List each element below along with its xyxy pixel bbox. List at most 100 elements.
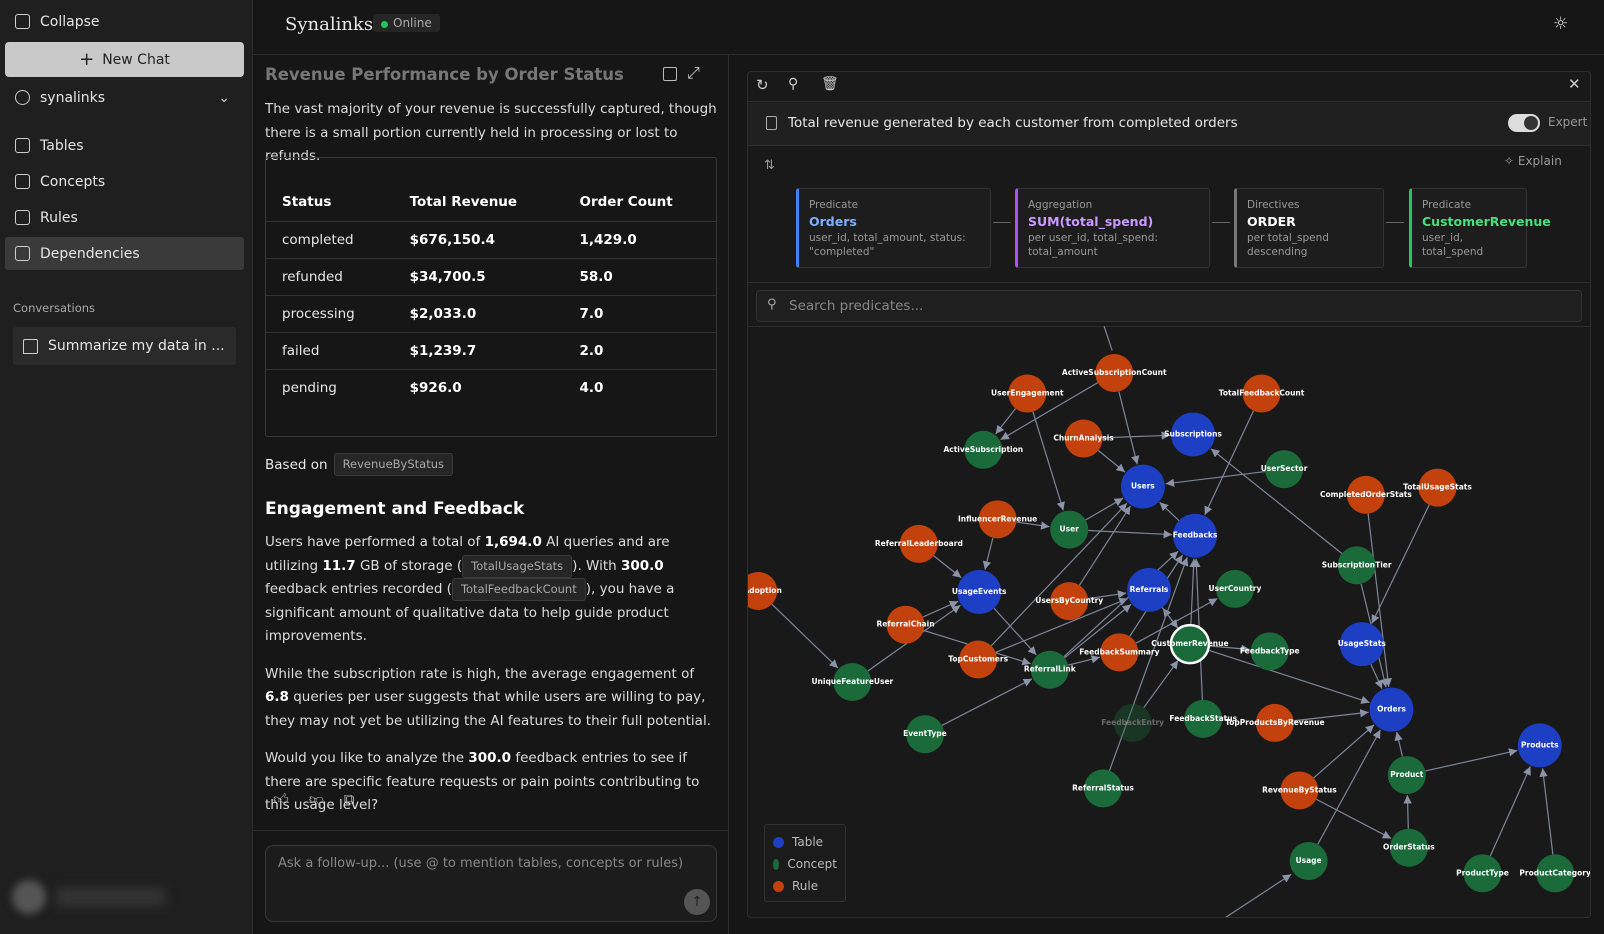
node-label: reAdoption <box>748 586 782 595</box>
graph-node[interactable]: OrderStatus <box>1383 828 1435 867</box>
edge <box>1367 513 1392 687</box>
nav-item[interactable]: Rules <box>5 201 244 234</box>
delete-button[interactable]: 🗑︎ <box>821 76 839 92</box>
predicate-tag[interactable]: TotalFeedbackCount <box>451 578 586 601</box>
graph-node[interactable]: Feedbacks <box>1173 513 1218 558</box>
chat-input[interactable]: Ask a follow-up... (use @ to mention tab… <box>265 845 717 922</box>
predicate-tag[interactable]: TotalUsageStats <box>462 554 573 578</box>
node-label: UserCountry <box>1209 584 1262 593</box>
step-kind: Predicate <box>809 199 859 211</box>
bold-text: 11.7 <box>322 557 356 574</box>
like-button[interactable]: 👍︎ <box>273 790 289 808</box>
edge <box>982 537 994 570</box>
graph-node[interactable]: Subscriptions <box>1164 412 1222 457</box>
node-label: FeedbackEntry <box>1101 718 1164 727</box>
icon <box>15 246 30 261</box>
graph-node[interactable]: InfluencerRevenue <box>958 500 1037 539</box>
search-input[interactable]: ⚲ Search predicates... <box>756 290 1582 322</box>
text: ), you have a significant amount of qual… <box>265 581 675 644</box>
graph-node[interactable]: ReferralLink <box>1024 650 1077 689</box>
collapse-button[interactable]: Collapse <box>5 5 244 38</box>
graph-node[interactable]: ActiveSubscriptionCount <box>1062 354 1167 393</box>
icon <box>23 338 38 354</box>
graph-node[interactable]: ActiveSubscription <box>943 430 1023 469</box>
graph-node[interactable]: RevenueByStatus <box>1262 771 1337 810</box>
graph-node[interactable]: ReferralLeaderboard <box>875 524 963 563</box>
node-circle <box>1418 468 1457 507</box>
graph-node[interactable]: CustomerRevenue <box>1151 623 1229 665</box>
expert-toggle[interactable] <box>1508 114 1540 132</box>
graph-node[interactable]: Product <box>1387 756 1426 795</box>
sidebar: Collapse + New Chat synalinks ⌄ Conversati… <box>0 0 253 934</box>
dislike-button[interactable]: 👎︎ <box>308 790 324 808</box>
graph-node[interactable]: UserSector <box>1261 450 1308 489</box>
graph-node[interactable]: TotalFeedbackCount <box>1219 374 1305 413</box>
expand-button[interactable]: ⤢ <box>687 63 700 82</box>
source-tag[interactable]: RevenueByStatus <box>333 453 453 476</box>
graph-node[interactable]: Orders <box>1369 687 1414 732</box>
graph-node[interactable]: TotalUsageStats <box>1403 468 1472 507</box>
graph-node[interactable]: EventType <box>903 715 947 754</box>
graph-node[interactable]: ChurnAnalysis <box>1053 419 1114 458</box>
graph-node[interactable]: UserCountry <box>1209 569 1262 608</box>
graph-node[interactable]: Usage <box>1289 842 1328 881</box>
graph-node[interactable]: FeedbackType <box>1240 632 1300 671</box>
user-avatar[interactable] <box>12 880 46 914</box>
graph-node[interactable]: Referrals <box>1127 567 1172 612</box>
graph-node[interactable]: TopCustomers <box>948 640 1009 679</box>
graph-node[interactable]: CompletedOrderStats <box>1320 475 1412 514</box>
step-arrow <box>1212 222 1230 223</box>
edge <box>1370 663 1383 689</box>
section-title: Revenue Performance by Order Status <box>265 65 624 84</box>
nav-item[interactable]: Dependencies <box>5 237 244 270</box>
paragraph: While the subscription rate is high, the… <box>265 663 717 734</box>
graph-node[interactable]: ProductCategory <box>1519 854 1590 893</box>
graph-node[interactable]: ReferralChain <box>877 605 935 644</box>
conversation-item[interactable]: Summarize my data in ... <box>13 327 236 365</box>
graph-node[interactable]: FeedbackSummary <box>1079 633 1160 672</box>
close-button[interactable]: ✕ <box>1568 75 1581 93</box>
workspace-select[interactable]: synalinks ⌄ <box>5 81 244 114</box>
label: Tables <box>40 137 84 154</box>
graph-node[interactable]: UsersByCountry <box>1035 582 1103 621</box>
node-label: FeedbackStatus <box>1169 714 1237 723</box>
send-button[interactable]: ↑ <box>684 889 710 915</box>
graph-node[interactable]: ReferralStatus <box>1072 769 1134 808</box>
graph-node[interactable]: FeedbackStatus <box>1169 699 1238 738</box>
graph-node[interactable]: UserEngagement <box>991 374 1064 413</box>
graph-node[interactable]: ProductType <box>1456 854 1509 893</box>
sort-button[interactable]: ⇅ <box>764 158 775 173</box>
graph-node[interactable]: Users <box>1120 464 1165 509</box>
node-circle <box>1289 842 1328 881</box>
graph-node[interactable]: reAdoption <box>748 571 782 610</box>
copy-button[interactable]: ⧉ <box>343 790 355 808</box>
edge <box>1208 644 1250 653</box>
table-cell: processing <box>266 294 394 332</box>
graph-node[interactable]: UsageStats <box>1338 622 1387 667</box>
source: Based on RevenueByStatus <box>265 453 453 476</box>
new-chat-button[interactable]: + New Chat <box>5 42 244 77</box>
refresh-button[interactable]: ↻ <box>756 76 769 94</box>
edge <box>1189 558 1198 626</box>
graph-node[interactable]: FeedbackEntry <box>1101 703 1164 742</box>
graph-node[interactable]: TopProductsByRevenue <box>1225 703 1325 742</box>
node-label: CustomerRevenue <box>1151 639 1228 648</box>
search-button[interactable]: ⚲ <box>788 76 799 92</box>
node-circle <box>899 524 938 563</box>
panel-button[interactable] <box>663 67 677 81</box>
table: Status Total Revenue Order Count completed $… <box>266 184 716 406</box>
node-label: TotalUsageStats <box>1403 483 1472 492</box>
step-detail: user_id, total_spend <box>1422 232 1484 258</box>
graph-node[interactable]: UniqueFeatureUser <box>811 663 894 702</box>
nav-item[interactable]: Concepts <box>5 165 244 198</box>
edge <box>1313 724 1375 779</box>
edge <box>1085 497 1124 521</box>
explain-button[interactable]: ✧ Explain <box>1504 154 1562 168</box>
theme-toggle[interactable]: ☼ <box>1553 14 1569 34</box>
graph-node[interactable]: User <box>1050 510 1089 549</box>
nav-item[interactable]: Tables <box>5 129 244 162</box>
graph-node[interactable]: Products <box>1517 723 1562 768</box>
graph-node[interactable]: UsageEvents <box>952 569 1007 614</box>
table-cell: $1,239.7 <box>393 331 564 369</box>
graph-node[interactable]: SubscriptionTier <box>1322 546 1392 585</box>
